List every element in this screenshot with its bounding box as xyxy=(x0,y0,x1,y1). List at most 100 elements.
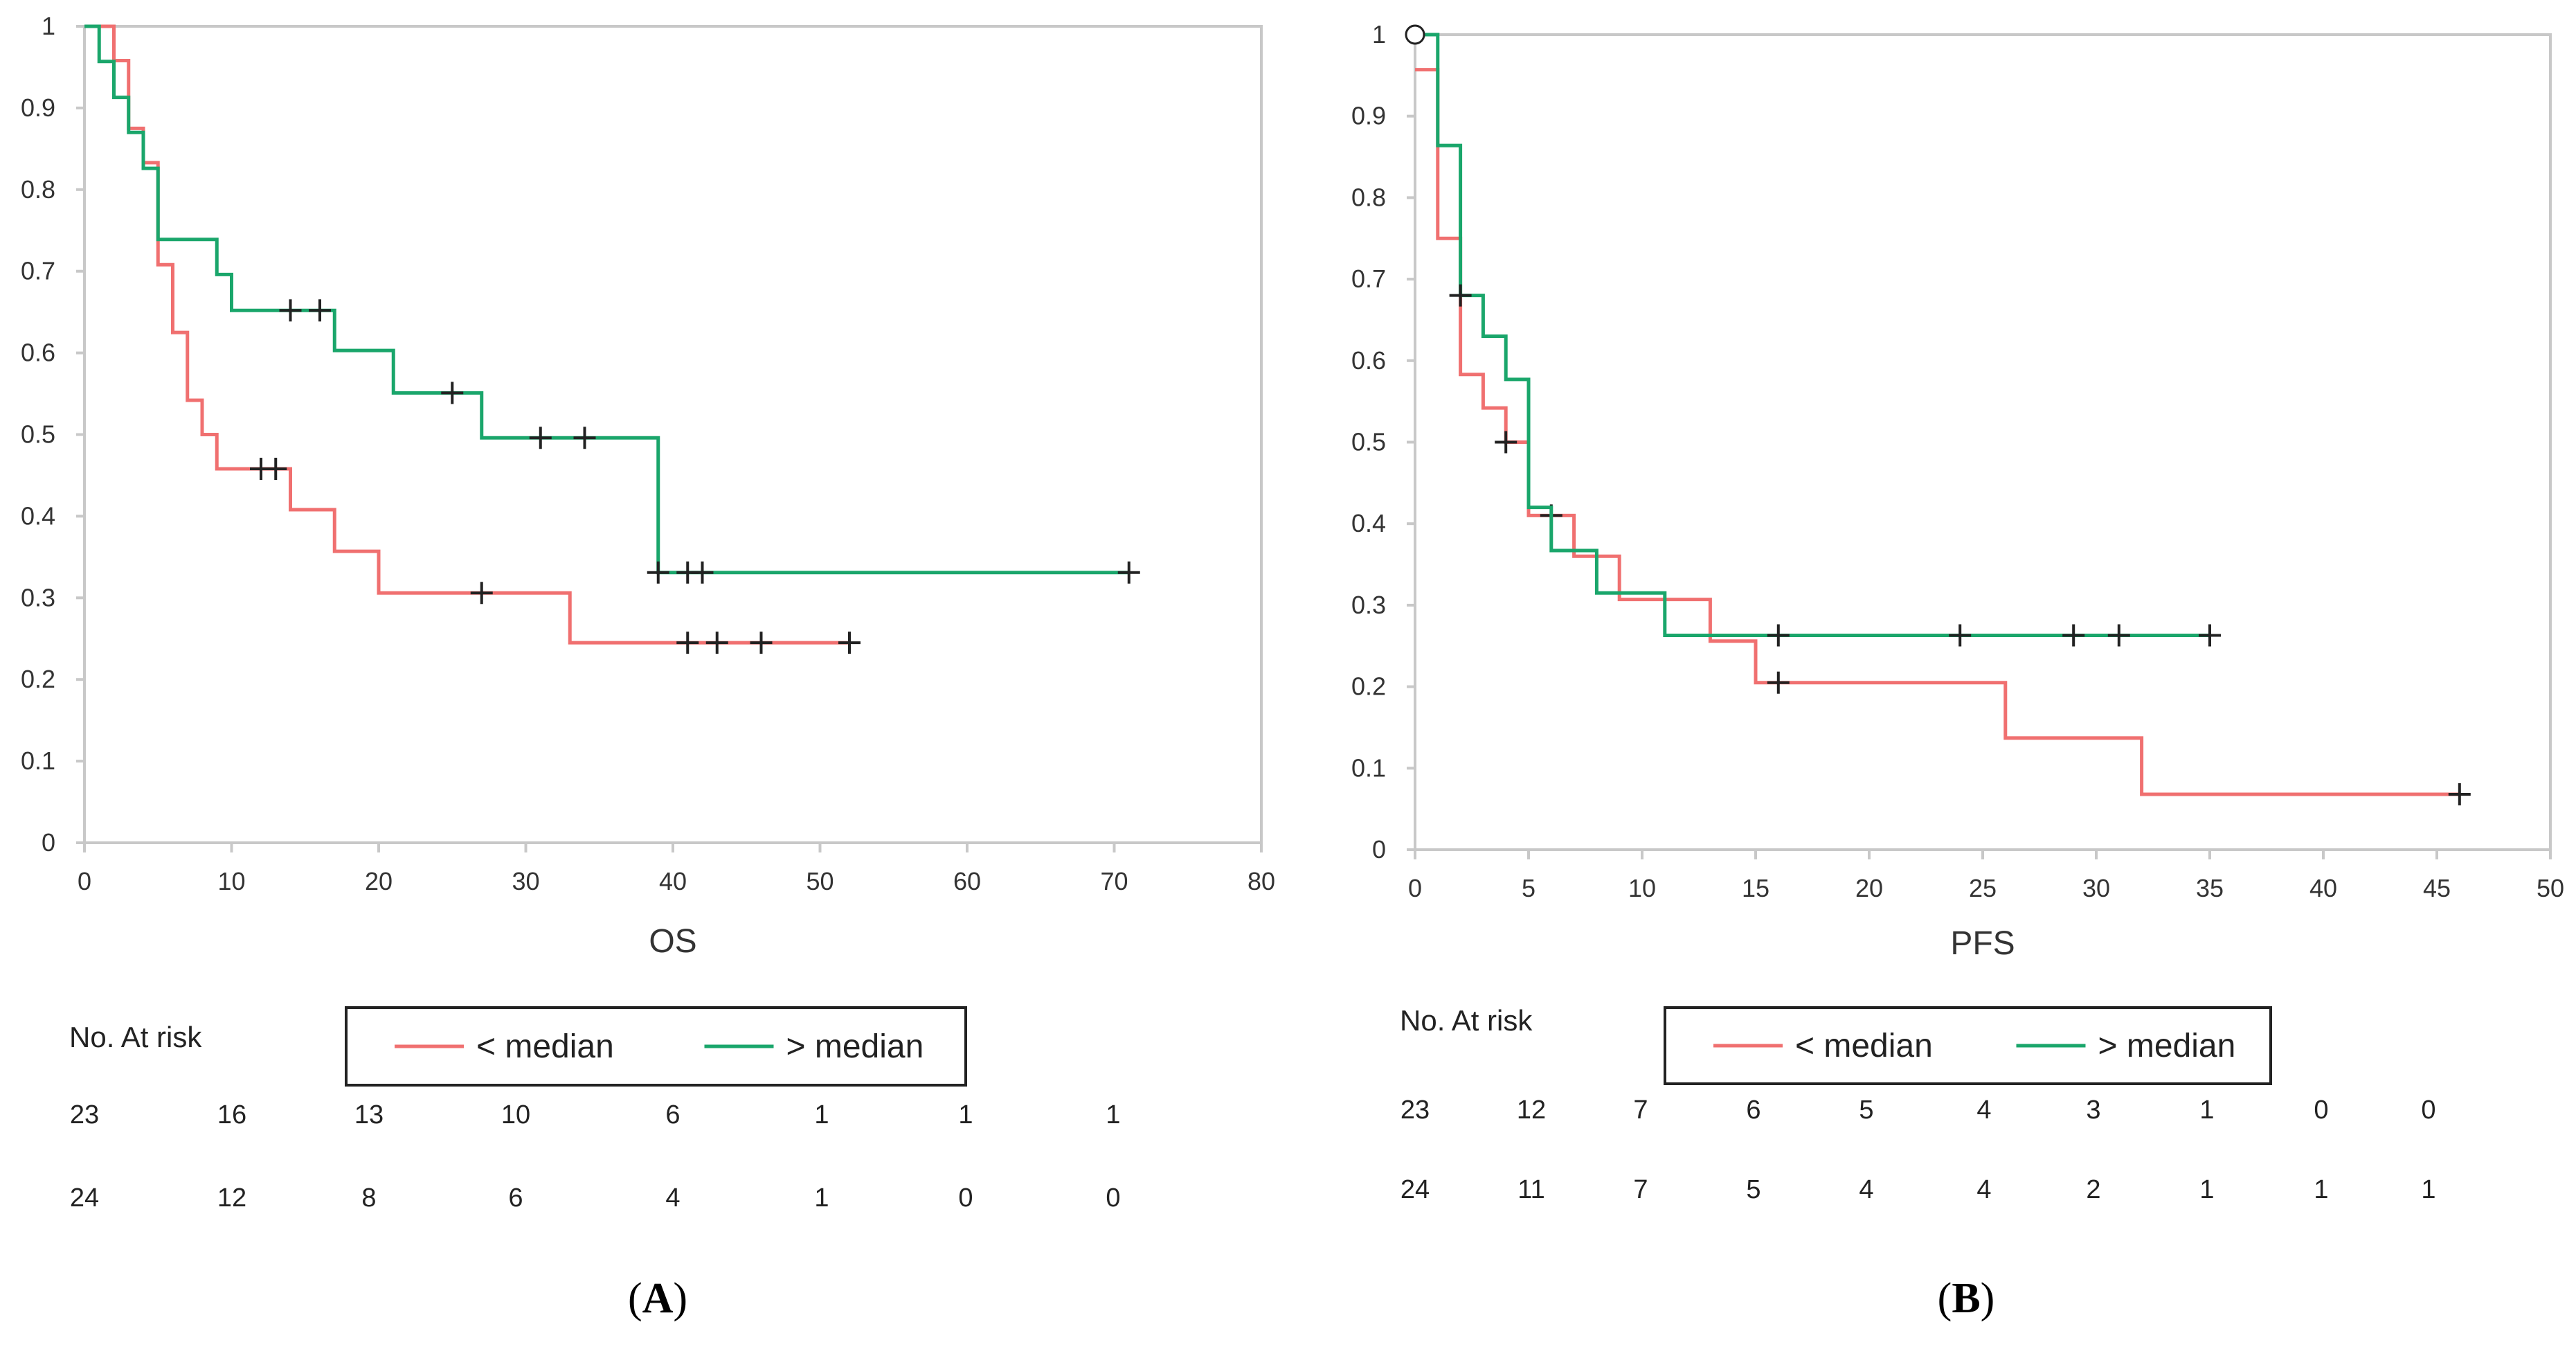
x-tick-label: 70 xyxy=(1100,867,1128,895)
legend-label-1: > median xyxy=(786,1028,924,1065)
y-tick-label: 0.6 xyxy=(1351,346,1386,375)
at-risk-value: 3 xyxy=(2086,1096,2100,1125)
censor-mark xyxy=(2062,624,2085,647)
x-tick-label: 10 xyxy=(1628,874,1656,902)
x-axis-label: PFS xyxy=(1950,925,2015,962)
censor-mark xyxy=(1767,671,1790,694)
censor-mark xyxy=(279,299,302,322)
at-risk-value: 1 xyxy=(814,1100,829,1129)
x-tick-label: 40 xyxy=(2309,874,2337,902)
y-tick-label: 0.2 xyxy=(1351,672,1386,701)
legend-label-1: > median xyxy=(2098,1028,2236,1064)
x-tick-label: 50 xyxy=(806,867,834,895)
censor-mark xyxy=(691,561,714,584)
legend-label-0: < median xyxy=(476,1028,614,1065)
y-tick-label: 0.8 xyxy=(21,175,55,204)
at-risk-value: 7 xyxy=(1633,1175,1648,1204)
at-risk-value: 0 xyxy=(2314,1096,2328,1125)
at-risk-value: 4 xyxy=(1976,1096,1991,1125)
panel-label-b: (B) xyxy=(1937,1275,1995,1322)
at-risk-value: 12 xyxy=(217,1183,246,1213)
y-tick-label: 0.2 xyxy=(21,665,55,693)
x-tick-label: 30 xyxy=(2082,874,2110,902)
x-tick-label: 10 xyxy=(217,867,245,895)
y-tick-label: 0.9 xyxy=(1351,102,1386,130)
y-tick-label: 0.6 xyxy=(21,339,55,367)
censor-mark xyxy=(1117,561,1140,584)
x-tick-label: 30 xyxy=(512,867,539,895)
at-risk-value: 1 xyxy=(2314,1175,2328,1204)
x-tick-label: 80 xyxy=(1248,867,1275,895)
at-risk-value: 6 xyxy=(508,1183,523,1213)
censor-mark xyxy=(573,427,596,449)
at-risk-value: 10 xyxy=(501,1100,530,1129)
x-tick-label: 5 xyxy=(1522,874,1535,902)
x-tick-label: 35 xyxy=(2196,874,2224,902)
at-risk-value: 11 xyxy=(1517,1175,1544,1204)
at-risk-value: 5 xyxy=(1859,1096,1873,1125)
at-risk-title: No. At risk xyxy=(1400,1004,1533,1037)
y-tick-label: 0.7 xyxy=(1351,265,1386,293)
at-risk-value: 1 xyxy=(958,1100,973,1129)
censor-mark xyxy=(676,632,699,654)
y-tick-label: 0 xyxy=(42,828,55,857)
at-risk-value: 1 xyxy=(2199,1096,2214,1125)
censor-mark xyxy=(1449,284,1472,307)
y-tick-label: 0.1 xyxy=(1351,753,1386,782)
series-line-0 xyxy=(84,24,849,645)
x-tick-label: 25 xyxy=(1969,874,1997,902)
y-tick-label: 0.7 xyxy=(21,257,55,285)
x-tick-label: 20 xyxy=(365,867,393,895)
censor-mark xyxy=(529,427,552,449)
censor-mark xyxy=(309,299,331,322)
censor-mark xyxy=(705,632,728,654)
chart-panel-b: 0 5 10 15 20 25 30 35 40 45 5000.10.20.30.40.50.60… xyxy=(1351,20,2564,1204)
at-risk-value: 8 xyxy=(361,1183,376,1213)
y-tick-label: 0.3 xyxy=(21,583,55,611)
at-risk-value: 5 xyxy=(1746,1175,1760,1204)
x-tick-label: 0 xyxy=(1408,874,1422,902)
at-risk-value: 6 xyxy=(665,1100,680,1129)
at-risk-value: 23 xyxy=(70,1100,99,1129)
at-risk-value: 1 xyxy=(2199,1175,2214,1204)
series-line-1 xyxy=(84,24,1129,575)
censor-mark xyxy=(441,382,464,404)
y-tick-label: 0.4 xyxy=(1351,509,1386,537)
at-risk-value: 1 xyxy=(814,1183,829,1213)
at-risk-value: 12 xyxy=(1517,1096,1546,1125)
censor-mark xyxy=(470,582,493,605)
at-risk-value: 4 xyxy=(1859,1175,1873,1204)
x-tick-label: 45 xyxy=(2423,874,2451,902)
x-tick-label: 0 xyxy=(78,867,91,895)
at-risk-value: 24 xyxy=(70,1183,99,1213)
at-risk-value: 0 xyxy=(2421,1096,2435,1125)
series-line-1 xyxy=(1415,33,2210,637)
at-risk-value: 16 xyxy=(217,1100,246,1129)
at-risk-title: No. At risk xyxy=(69,1021,202,1053)
at-risk-value: 1 xyxy=(1106,1100,1120,1129)
y-tick-label: 0.4 xyxy=(21,501,55,530)
censor-mark xyxy=(647,561,669,584)
y-tick-label: 0.5 xyxy=(21,420,55,449)
censor-mark xyxy=(264,458,287,481)
at-risk-value: 0 xyxy=(958,1183,973,1213)
censor-mark xyxy=(2199,624,2221,647)
legend-label-0: < median xyxy=(1795,1028,1933,1064)
x-tick-label: 40 xyxy=(659,867,687,895)
y-tick-label: 0 xyxy=(1372,835,1386,864)
at-risk-value: 1 xyxy=(2421,1175,2435,1204)
censor-mark xyxy=(1949,624,1972,647)
series-line-0 xyxy=(1415,68,2460,796)
censor-mark xyxy=(2448,783,2471,805)
at-risk-value: 0 xyxy=(1106,1183,1120,1213)
plot-frame xyxy=(83,25,1263,844)
y-tick-label: 0.8 xyxy=(1351,183,1386,211)
y-tick-label: 0.1 xyxy=(21,747,55,775)
chart-panel-a: 0 10 20 30 40 50 60 70 8000.10.20.30.40.50.60.70… xyxy=(21,12,1275,1213)
panel-label-a: (A) xyxy=(627,1275,688,1322)
x-tick-label: 20 xyxy=(1855,874,1883,902)
at-risk-value: 4 xyxy=(665,1183,680,1213)
y-tick-label: 1 xyxy=(1372,20,1386,48)
y-tick-label: 0.5 xyxy=(1351,428,1386,456)
